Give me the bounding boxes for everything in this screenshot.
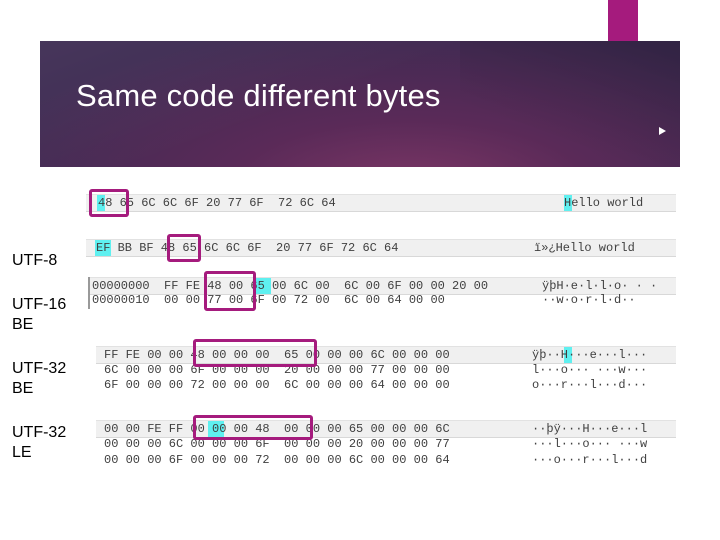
label-utf32be-endianness: BE (12, 380, 34, 397)
hex-row-utf32le-1: 00 00 FE FF 00 00 00 48 00 00 00 65 00 0… (96, 420, 676, 438)
highlight-box-utf16 (204, 271, 256, 311)
hex-row-utf16-2: 00000010 00 00 77 00 6F 00 72 00 6C 00 6… (90, 292, 676, 308)
hex-row-utf32le-3: 00 00 00 6F 00 00 00 72 00 00 00 6C 00 0… (96, 452, 676, 468)
hex-text: o···r···l···d··· (532, 378, 648, 392)
selection-cursor (564, 347, 572, 363)
label-utf16-endianness: BE (12, 316, 34, 333)
hex-text: ··þÿ···H···e···l (532, 422, 648, 436)
hex-row-utf32be-2: 6C 00 00 00 6F 00 00 00 20 00 00 00 77 0… (96, 362, 676, 378)
label-utf32le: UTF-32 (12, 424, 67, 441)
selection-cursor (97, 195, 105, 211)
hex-bytes: 00 00 FE FF 00 00 00 48 00 00 00 65 00 0… (104, 422, 450, 436)
label-utf16: UTF-16 (12, 296, 67, 313)
arrow-icon (659, 127, 666, 135)
selection-cursor (208, 421, 224, 437)
hex-bytes: 6F 00 00 00 72 00 00 00 6C 00 00 00 64 0… (104, 378, 450, 392)
highlight-box-ascii (89, 189, 129, 217)
hex-text: l···o··· ···w··· (532, 363, 648, 377)
hex-row-utf16-1: 00000000 FF FE 48 00 65 00 6C 00 6C 00 6… (90, 277, 676, 295)
hex-row-utf32le-2: 00 00 00 6C 00 00 00 6F 00 00 00 20 00 0… (96, 436, 676, 452)
hex-bytes: FF FE 00 00 48 00 00 00 65 00 00 00 6C 0… (104, 348, 450, 362)
label-utf32le-endianness: LE (12, 444, 32, 461)
label-utf8: UTF-8 (12, 252, 58, 269)
highlight-box-utf32be (193, 339, 317, 367)
hex-text: ··w·o·r·l·d·· (542, 293, 636, 307)
banner-facet (460, 41, 680, 167)
hex-bytes: 00000010 00 00 77 00 6F 00 72 00 6C 00 6… (92, 293, 445, 307)
hex-bytes: 00 00 00 6C 00 00 00 6F 00 00 00 20 00 0… (104, 437, 450, 451)
row-bracket (88, 277, 90, 309)
hex-bytes: 48 65 6C 6C 6F 20 77 6F 72 6C 64 (98, 196, 336, 210)
hex-bytes: EF BB BF 48 65 6C 6C 6F 20 77 6F 72 6C 6… (96, 241, 399, 255)
hex-text: ÿþ··H···e···l··· (532, 348, 648, 362)
highlight-box-utf32le (193, 415, 313, 440)
slide-title: Same code different bytes (76, 78, 441, 113)
hex-row-utf32be-1: FF FE 00 00 48 00 00 00 65 00 00 00 6C 0… (96, 346, 676, 364)
label-utf32be: UTF-32 (12, 360, 67, 377)
hex-text: Hello world (564, 196, 644, 210)
hex-text: ï»¿Hello world (534, 241, 635, 255)
title-banner (40, 41, 680, 167)
hex-bytes: 00 00 00 6F 00 00 00 72 00 00 00 6C 00 0… (104, 453, 450, 467)
hex-text: ···l···o··· ···w (532, 437, 648, 451)
hex-row-utf8: EF BB BF 48 65 6C 6C 6F 20 77 6F 72 6C 6… (86, 239, 676, 257)
hex-bytes: 00000000 FF FE 48 00 65 00 6C 00 6C 00 6… (92, 279, 489, 293)
selection-cursor (255, 278, 271, 294)
highlight-box-utf8 (167, 234, 201, 262)
hex-row-ascii: 48 65 6C 6C 6F 20 77 6F 72 6C 64 Hello w… (86, 194, 676, 212)
banner-facet (40, 41, 680, 167)
hex-text: ÿþH·e·l·l·o· · · (542, 279, 658, 293)
hex-text: ···o···r···l···d (532, 453, 648, 467)
hex-row-utf32be-3: 6F 00 00 00 72 00 00 00 6C 00 00 00 64 0… (96, 377, 676, 393)
selection-cursor (564, 195, 572, 211)
selection-cursor (95, 240, 111, 256)
